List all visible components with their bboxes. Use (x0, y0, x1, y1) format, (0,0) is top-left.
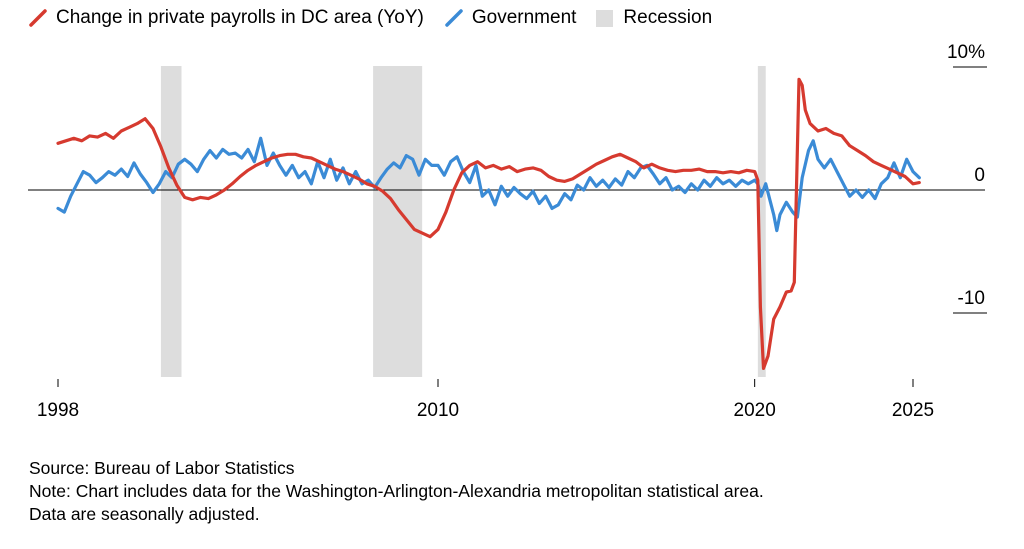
y-tick-label-2: 0 (974, 165, 985, 186)
legend-swatch-2 (445, 9, 463, 27)
legend-label-2: Government (471, 7, 577, 28)
legend-swatch-3 (596, 9, 614, 27)
legend-item-2: Government (444, 7, 577, 29)
source-note: Source: Bureau of Labor Statistics (29, 458, 295, 478)
recession-band-2 (373, 66, 423, 377)
chart-notes: Source: Bureau of Labor Statistics Note:… (29, 457, 764, 526)
legend-label-1: Change in private payrolls in DC area (Y… (56, 7, 424, 28)
legend-item-3: Recession (596, 7, 712, 29)
series-line-2 (56, 136, 921, 233)
series-line-1 (56, 77, 921, 370)
legend-swatch-stroke-1 (29, 9, 47, 27)
x-tick-label-1: 1998 (37, 400, 79, 421)
legend-item-1: Change in private payrolls in DC area (Y… (28, 7, 424, 29)
x-tick-label-4: 2025 (892, 400, 934, 421)
legend-swatch-stroke-2 (445, 9, 463, 27)
footnote: Note: Chart includes data for the Washin… (29, 481, 764, 501)
recession-band-3 (757, 66, 766, 377)
y-tick-label-1: 10% (947, 42, 985, 63)
x-tick-label-3: 2020 (734, 400, 776, 421)
payrolls-line-chart: 10% 0 -10 1998 2010 2020 2025 (28, 42, 987, 421)
legend: Change in private payrolls in DC area (Y… (28, 5, 732, 31)
adjustment-note: Data are seasonally adjusted. (29, 504, 260, 524)
legend-label-3: Recession (623, 7, 713, 28)
x-tick-label-2: 2010 (417, 400, 459, 421)
legend-swatch-1 (29, 9, 47, 27)
y-tick-label-3: -10 (958, 288, 985, 309)
recession-band-1 (160, 66, 182, 377)
